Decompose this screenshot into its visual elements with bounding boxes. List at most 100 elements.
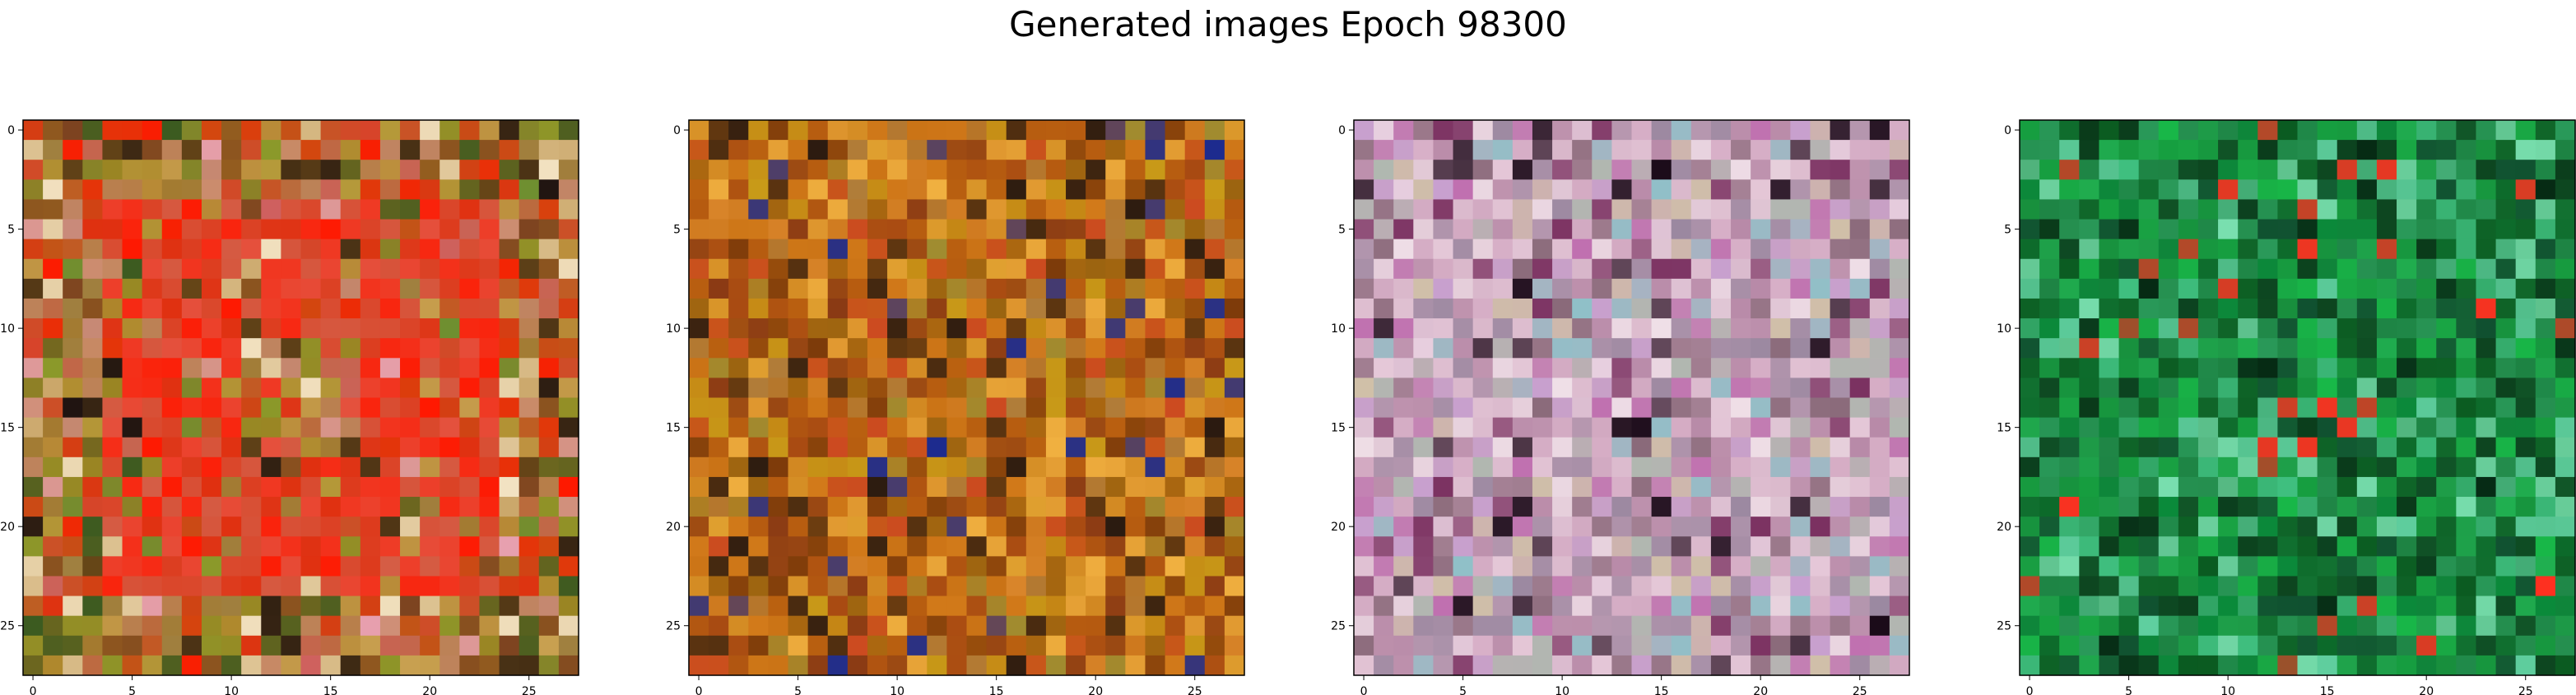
y-tick-label: 25	[0, 620, 15, 633]
pixel-cell	[768, 517, 789, 537]
pixel-cell	[1184, 397, 1206, 419]
pixel-cell	[1552, 595, 1573, 617]
pixel-cell	[1453, 635, 1474, 656]
pixel-cell	[181, 219, 202, 240]
pixel-cell	[1631, 655, 1653, 676]
pixel-cell	[927, 517, 947, 537]
pixel-cell	[2059, 556, 2080, 577]
pixel-cell	[459, 417, 481, 438]
pixel-cell	[1086, 576, 1106, 597]
pixel-cell	[1045, 456, 1067, 478]
pixel-cell	[1492, 655, 1514, 676]
pixel-cell	[709, 318, 729, 339]
pixel-cell	[2456, 338, 2477, 359]
pixel-cell	[2238, 536, 2258, 557]
pixel-cell	[2257, 517, 2278, 537]
pixel-cell	[1025, 318, 1047, 339]
pixel-cell	[1889, 179, 1910, 201]
pixel-cell	[2515, 536, 2536, 557]
pixel-cell	[2079, 497, 2100, 517]
pixel-cell	[2555, 595, 2576, 617]
pixel-cell	[558, 120, 579, 141]
pixel-cell	[2197, 536, 2219, 557]
pixel-cell	[1086, 497, 1106, 517]
pixel-cell	[340, 536, 361, 557]
pixel-cell	[2495, 258, 2517, 280]
pixel-cell	[1830, 517, 1851, 537]
pixel-cell	[420, 318, 440, 339]
pixel-cell	[807, 437, 829, 458]
pixel-cell	[2297, 595, 2318, 617]
pixel-cell	[2099, 476, 2120, 498]
pixel-cell	[360, 417, 381, 438]
pixel-cell	[2436, 576, 2457, 597]
pixel-cell	[340, 338, 361, 359]
pixel-cell	[2197, 517, 2219, 537]
pixel-cell	[43, 140, 63, 160]
pixel-cell	[788, 358, 809, 378]
pixel-cell	[1145, 615, 1166, 637]
pixel-cell	[2317, 318, 2338, 339]
pixel-cell	[320, 258, 342, 280]
pixel-cell	[1045, 556, 1067, 577]
pixel-cell	[2456, 456, 2477, 478]
pixel-cell	[867, 615, 888, 637]
pixel-cell	[1889, 655, 1910, 676]
pixel-cell	[499, 140, 520, 160]
pixel-cell	[986, 397, 1007, 419]
pixel-cell	[43, 338, 63, 359]
pixel-cell	[1631, 635, 1653, 656]
pixel-cell	[1770, 517, 1791, 537]
pixel-cell	[2436, 615, 2457, 637]
pixel-cell	[2476, 160, 2497, 180]
pixel-cell	[788, 576, 809, 597]
pixel-cell	[420, 536, 440, 557]
pixel-cell	[2317, 635, 2338, 656]
pixel-cell	[1572, 160, 1593, 180]
pixel-cell	[1204, 536, 1225, 557]
pixel-cell	[1830, 476, 1851, 498]
pixel-cell	[1512, 160, 1533, 180]
pixel-cell	[1889, 358, 1910, 378]
pixel-cell	[201, 655, 222, 676]
pixel-cell	[2535, 278, 2556, 299]
pixel-cell	[2416, 120, 2437, 141]
pixel-cell	[2197, 199, 2219, 220]
pixel-cell	[2277, 298, 2299, 319]
pixel-cell	[1710, 576, 1732, 597]
pixel-cell	[2376, 497, 2397, 517]
pixel-cell	[1731, 140, 1751, 160]
pixel-cell	[2356, 179, 2378, 201]
pixel-cell	[887, 536, 908, 557]
x-tick-label: 10	[224, 685, 239, 695]
pixel-cell	[558, 536, 579, 557]
pixel-cell	[1125, 456, 1146, 478]
pixel-cell	[2535, 298, 2556, 319]
pixel-cell	[161, 179, 183, 201]
pixel-cell	[748, 160, 770, 180]
pixel-cell	[1433, 338, 1454, 359]
pixel-cell	[261, 239, 281, 260]
pixel-cell	[241, 517, 262, 537]
y-tick-label: 25	[1997, 620, 2011, 633]
pixel-cell	[887, 417, 908, 438]
pixel-cell	[1572, 655, 1593, 676]
pixel-cell	[1690, 397, 1712, 419]
pixel-cell	[847, 318, 868, 339]
pixel-cell	[1552, 497, 1573, 517]
y-tick-label: 20	[1331, 521, 1346, 534]
pixel-cell	[1631, 615, 1653, 637]
pixel-cell	[1830, 219, 1851, 240]
pixel-cell	[379, 378, 401, 399]
pixel-cell	[2197, 417, 2219, 438]
pixel-cell	[122, 556, 143, 577]
pixel-cell	[1086, 258, 1106, 280]
pixel-cell	[2257, 378, 2278, 399]
pixel-cell	[261, 536, 281, 557]
pixel-cell	[2476, 437, 2497, 458]
pixel-cell	[728, 298, 749, 319]
pixel-cell	[1849, 120, 1871, 141]
pixel-cell	[2020, 615, 2040, 637]
pixel-cell	[2138, 556, 2160, 577]
pixel-cell	[1184, 219, 1206, 240]
